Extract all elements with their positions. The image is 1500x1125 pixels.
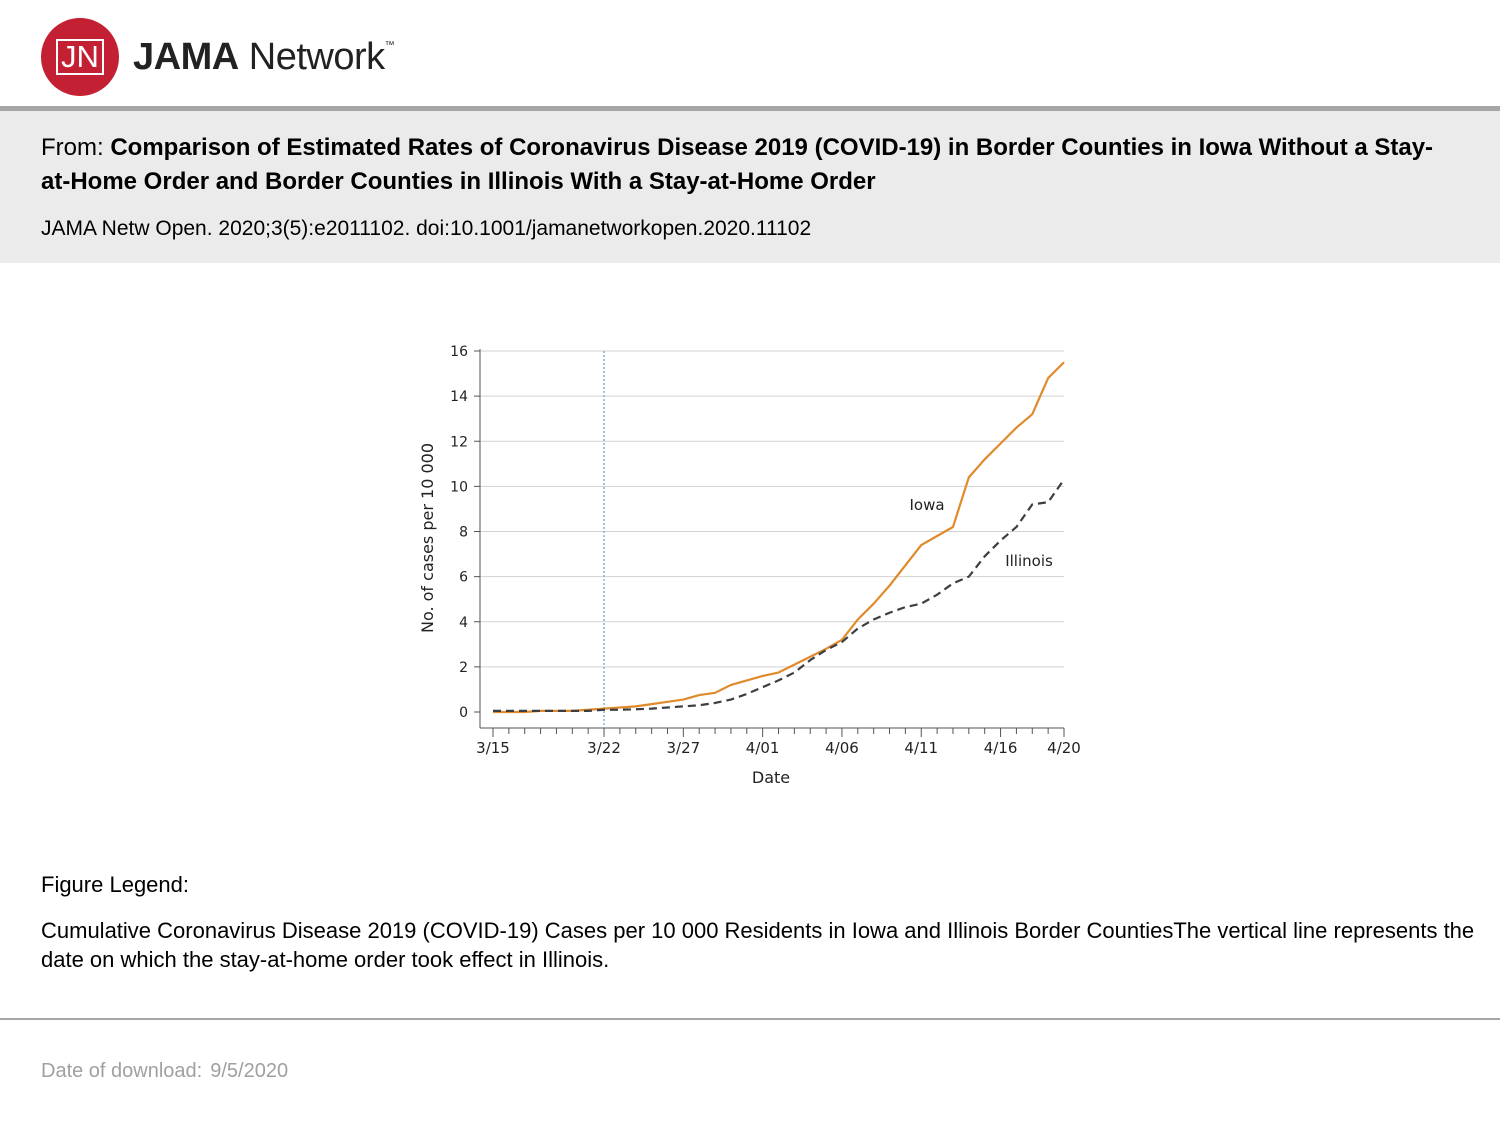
x-tick-label: 3/15 [476,739,510,757]
download-value: 9/5/2020 [210,1060,289,1082]
x-tick-label: 4/20 [1047,739,1081,757]
y-axis-title: No. of cases per 10 000 [418,443,437,633]
x-tick-label: 4/06 [825,739,859,757]
y-tick-label: 10 [450,479,468,495]
jn-logo-icon: JN [41,18,119,96]
figure-source-title: From: Comparison of Estimated Rates of C… [41,131,1461,199]
series-line-illinois [493,478,1065,712]
x-tick-label: 3/22 [587,739,621,757]
y-tick-label: 4 [459,615,468,631]
from-label: From: [41,134,104,161]
citation: JAMA Netw Open. 2020;3(5):e2011102. doi:… [41,217,812,240]
article-title: Comparison of Estimated Rates of Coronav… [41,134,1434,195]
x-tick-label: 3/27 [666,739,700,757]
series-line-iowa [493,361,1065,714]
x-tick-label: 4/01 [746,739,780,757]
logo-wordmark: JAMA Network™ [133,35,395,78]
y-tick-label: 12 [450,434,468,450]
download-label: Date of download: [41,1060,203,1082]
y-tick-label: 2 [459,660,468,676]
y-tick-label: 8 [459,525,468,541]
y-tick-label: 16 [450,344,468,360]
figure-legend-text: Cumulative Coronavirus Disease 2019 (COV… [41,918,1475,972]
x-axis-title: Date [752,768,790,787]
y-tick-label: 6 [459,570,468,586]
footer-divider [0,1018,1500,1020]
series-label-iowa: Iowa [909,496,944,514]
y-tick-label: 0 [459,705,468,721]
series-label-illinois: Illinois [1005,552,1053,570]
jama-network-logo[interactable]: JN JAMA Network™ [41,18,395,96]
x-tick-label: 4/11 [904,739,938,757]
y-tick-label: 14 [450,389,468,405]
article-header: From: Comparison of Estimated Rates of C… [0,106,1500,263]
x-tick-label: 4/16 [984,739,1018,757]
figure-legend-title: Figure Legend: [41,872,189,897]
download-date: Date of download: 9/5/2020 [41,1060,288,1083]
